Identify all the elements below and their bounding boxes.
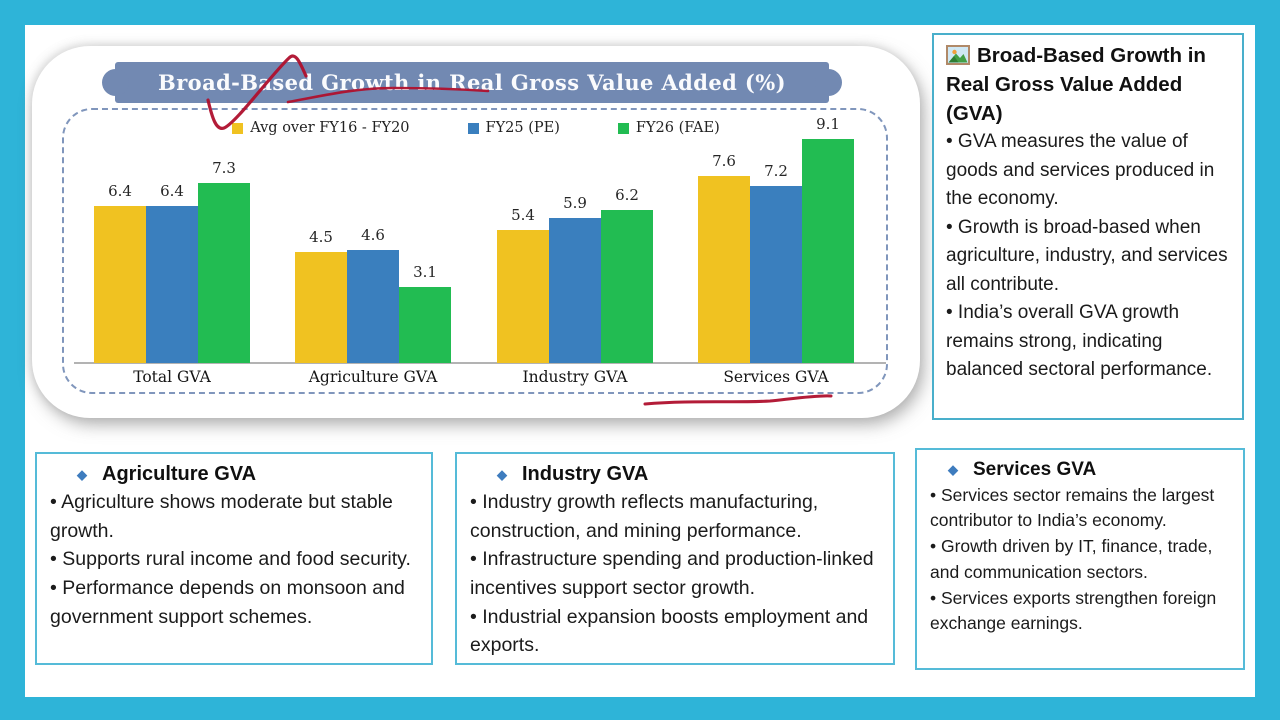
box-bullet: • Industry growth reflects manufacturing… xyxy=(470,491,819,542)
box-bullet: • Services sector remains the largest co… xyxy=(930,484,1215,531)
legend-swatch xyxy=(617,122,629,134)
category-label: Industry GVA xyxy=(522,368,628,386)
bar xyxy=(549,218,601,363)
legend-item: FY25 (PE) xyxy=(467,120,560,136)
bar xyxy=(698,176,750,363)
bar-value-label: 6.2 xyxy=(615,186,639,204)
bar-value-label: 3.1 xyxy=(413,263,437,281)
box-bullet: • Services exports strengthen foreign ex… xyxy=(930,587,1217,634)
bar xyxy=(146,206,198,363)
box-heading-text: Services GVA xyxy=(973,459,1097,480)
bar-value-label: 7.6 xyxy=(712,152,736,170)
bar-value-label: 4.5 xyxy=(309,228,333,246)
bar-value-label: 6.4 xyxy=(160,182,184,200)
bar xyxy=(347,250,399,363)
x-axis-line xyxy=(74,362,886,364)
legend-swatch xyxy=(232,122,244,134)
bar xyxy=(802,139,854,363)
box-bullet: • Supports rural income and food securit… xyxy=(50,548,411,571)
bar-value-label: 4.6 xyxy=(361,226,385,244)
bar xyxy=(399,287,451,363)
legend-item: Avg over FY16 - FY20 xyxy=(232,120,410,136)
bar xyxy=(750,186,802,363)
dashed-frame xyxy=(62,108,888,394)
legend-label: Avg over FY16 - FY20 xyxy=(250,120,410,136)
category-label: Services GVA xyxy=(723,368,829,386)
services-box: ◆ Services GVA • Services sector remains … xyxy=(915,448,1245,670)
diamond-icon: ◆ xyxy=(497,467,507,482)
industry-box: ◆ Industry GVA • Industry growth reflects… xyxy=(455,452,895,665)
bar-value-label: 6.4 xyxy=(108,182,132,200)
box-heading-text: Industry GVA xyxy=(522,463,649,485)
bar xyxy=(497,230,549,363)
info-panel-heading-text: Broad-Based Growth in Real Gross Value A… xyxy=(946,44,1206,126)
bar xyxy=(295,252,347,363)
box-bullet: • Industrial expansion boosts employment… xyxy=(470,605,869,657)
category-label: Total GVA xyxy=(133,368,211,386)
bar-value-label: 5.4 xyxy=(511,206,535,224)
agriculture-box: ◆ Agriculture GVA • Agriculture shows mod… xyxy=(35,452,433,665)
chart-title: Broad-Based Growth in Real Gross Value A… xyxy=(158,70,786,95)
legend-swatch xyxy=(467,122,479,134)
bar xyxy=(94,206,146,363)
legend-item: FY26 (FAE) xyxy=(617,120,720,136)
chart-legend: Avg over FY16 - FY20 FY25 (PE) FY26 (FAE) xyxy=(32,120,920,136)
slide: Broad-Based Growth in Real Gross Value A… xyxy=(25,25,1255,697)
box-heading: ◆ Industry GVA xyxy=(470,461,881,488)
info-bullet: • India’s overall GVA growth remains str… xyxy=(946,302,1213,381)
box-heading: ◆ Services GVA xyxy=(930,457,1231,483)
diamond-icon: ◆ xyxy=(77,467,87,482)
diamond-icon: ◆ xyxy=(948,462,958,477)
bar-value-label: 5.9 xyxy=(563,194,587,212)
info-bullet: • GVA measures the value of goods and se… xyxy=(946,131,1215,210)
box-bullet: • Performance depends on monsoon and gov… xyxy=(50,576,405,628)
info-panel-heading: Broad-Based Growth in Real Gross Value A… xyxy=(946,41,1232,128)
chart-title-banner: Broad-Based Growth in Real Gross Value A… xyxy=(102,62,842,103)
box-bullet: • Growth driven by IT, finance, trade, a… xyxy=(930,536,1213,582)
bar-value-label: 7.3 xyxy=(212,159,236,177)
bar xyxy=(198,183,250,363)
chart-card: Broad-Based Growth in Real Gross Value A… xyxy=(32,46,920,418)
bar-value-label: 9.1 xyxy=(816,115,840,133)
framed-picture-icon xyxy=(946,45,970,65)
box-heading: ◆ Agriculture GVA xyxy=(50,461,419,488)
box-bullet: • Infrastructure spending and production… xyxy=(470,548,874,599)
box-heading-text: Agriculture GVA xyxy=(102,463,257,485)
legend-label: FY25 (PE) xyxy=(485,120,560,136)
info-panel: Broad-Based Growth in Real Gross Value A… xyxy=(932,33,1244,420)
legend-label: FY26 (FAE) xyxy=(635,120,720,136)
category-label: Agriculture GVA xyxy=(308,368,438,386)
box-bullet: • Agriculture shows moderate but stable … xyxy=(50,491,393,542)
bar-value-label: 7.2 xyxy=(764,162,788,180)
bar xyxy=(601,210,653,363)
info-bullet: • Growth is broad-based when agriculture… xyxy=(946,216,1228,295)
